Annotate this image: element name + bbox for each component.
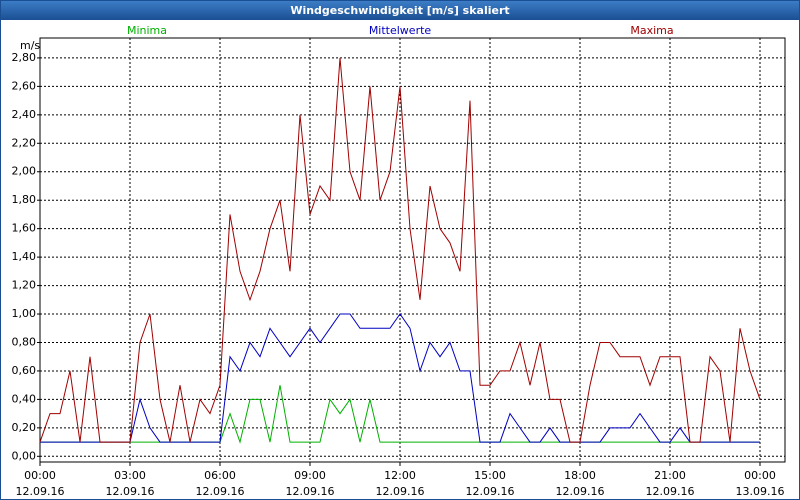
title-bar — [0, 0, 800, 20]
y-tick-label: 1,60 — [12, 222, 37, 235]
x-tick-label: 18:00 12.09.16 — [556, 469, 605, 498]
data-line — [40, 313, 760, 443]
x-tick-label: 03:00 12.09.16 — [106, 469, 155, 498]
y-tick-label: 0,20 — [12, 421, 37, 434]
y-tick-label: 1,80 — [12, 193, 37, 206]
x-tick-label: 21:00 12.09.16 — [646, 469, 695, 498]
y-tick-label: 0,80 — [12, 335, 37, 348]
y-tick-label: 2,80 — [12, 51, 37, 64]
x-tick-label: 00:00 12.09.16 — [16, 469, 65, 498]
legend-entry: Minima — [127, 24, 167, 37]
x-tick-label: 15:00 12.09.16 — [466, 469, 515, 498]
data-line — [39, 57, 761, 443]
x-tick-label: 09:00 12.09.16 — [286, 469, 335, 498]
y-tick-label: 2,60 — [12, 79, 37, 92]
y-tick-label: 2,40 — [12, 108, 37, 121]
y-tick-label: 2,00 — [12, 165, 37, 178]
y-tick-label: 2,20 — [12, 136, 37, 149]
legend-entry: Mittelwerte — [369, 24, 432, 37]
y-tick-label: 1,00 — [12, 307, 37, 320]
y-tick-label: 0,00 — [12, 449, 37, 462]
y-tick-label: 1,20 — [12, 279, 37, 292]
x-tick-label: 12:00 12.09.16 — [376, 469, 425, 498]
y-tick-label: 0,40 — [12, 392, 37, 405]
x-tick-label: 00:00 13.09.16 — [736, 469, 785, 498]
y-axis-label: m/s — [20, 39, 40, 52]
x-tick-label: 06:00 12.09.16 — [196, 469, 245, 498]
y-tick-label: 0,60 — [12, 364, 37, 377]
legend-entry: Maxima — [630, 24, 673, 37]
window-title: Windgeschwindigkeit [m/s] skaliert — [290, 4, 509, 17]
y-tick-label: 1,40 — [12, 250, 37, 263]
